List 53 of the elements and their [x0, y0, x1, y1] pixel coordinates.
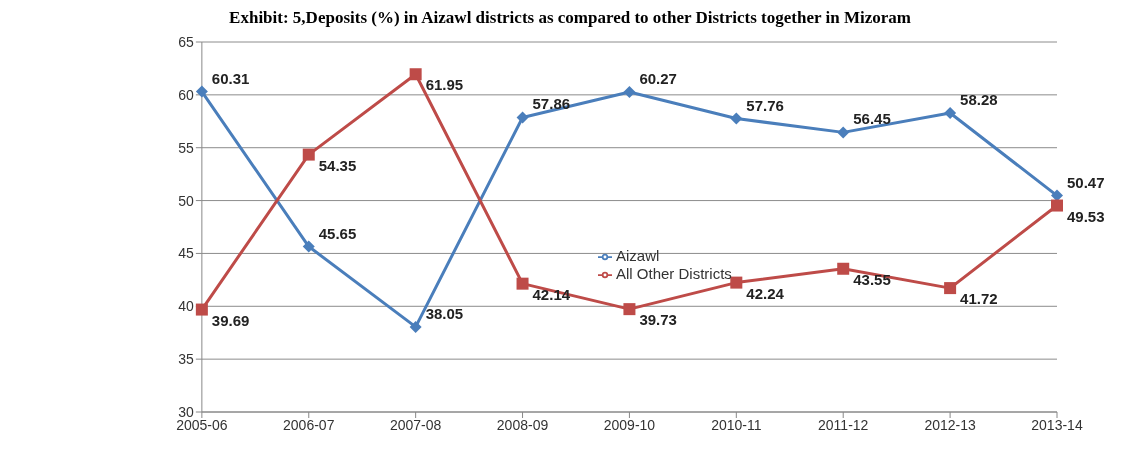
data-label: 38.05 — [425, 304, 464, 322]
point — [302, 148, 315, 161]
x-tick-label: 2010-11 — [711, 416, 762, 433]
data-label: 42.24 — [746, 284, 785, 302]
point — [302, 240, 315, 253]
point — [409, 320, 422, 333]
chart-title: Exhibit: 5,Deposits (%) in Aizawl districts as compared to other Districts together in Mizoram — [228, 8, 912, 29]
point — [623, 303, 636, 316]
point — [516, 277, 529, 290]
data-label: 56.45 — [853, 110, 891, 128]
x-tick-label: 2013-14 — [1031, 416, 1083, 433]
point — [730, 112, 743, 125]
y-tick-label: 40 — [178, 298, 195, 315]
data-label: 61.95 — [425, 76, 464, 94]
x-tick-label: 2007-08 — [389, 416, 442, 433]
y-tick-label: 45 — [178, 245, 195, 262]
point — [1051, 199, 1063, 212]
point — [195, 85, 208, 98]
point — [730, 276, 743, 289]
point — [944, 107, 957, 120]
data-label: 54.35 — [318, 156, 357, 174]
data-label: 50.47 — [1067, 173, 1105, 191]
point — [944, 282, 957, 295]
data-label: 42.14 — [532, 285, 571, 303]
x-tick-label: 2009-10 — [603, 416, 656, 433]
y-tick-label: 50 — [178, 192, 195, 209]
point — [195, 303, 208, 316]
point — [623, 86, 636, 98]
point — [837, 262, 850, 275]
data-label: 39.73 — [639, 311, 677, 329]
point — [837, 126, 850, 139]
data-label: 60.27 — [639, 70, 677, 87]
point — [409, 68, 422, 81]
x-tick-label: 2008-09 — [496, 416, 549, 433]
data-label: 57.76 — [746, 96, 784, 114]
x-tick-label: 2006-07 — [283, 416, 335, 433]
data-label: 49.53 — [1067, 207, 1105, 225]
y-tick-label: 55 — [178, 139, 195, 156]
legend-label: All Other Districts — [616, 265, 732, 282]
data-label: 45.65 — [318, 224, 357, 242]
data-label: 39.69 — [211, 311, 250, 329]
legend-label: Aizawl — [616, 247, 660, 264]
y-tick-label: 65 — [178, 33, 195, 50]
data-label: 57.86 — [532, 95, 571, 113]
data-label: 58.28 — [960, 91, 998, 109]
x-tick-label: 2011-12 — [818, 416, 869, 433]
data-label: 41.72 — [960, 290, 998, 308]
x-tick-label: 2012-13 — [924, 416, 976, 433]
point — [516, 111, 529, 124]
data-label: 43.55 — [853, 270, 891, 288]
data-label: 60.31 — [211, 69, 250, 87]
y-tick-label: 35 — [178, 351, 195, 368]
y-tick-label: 60 — [178, 86, 195, 103]
